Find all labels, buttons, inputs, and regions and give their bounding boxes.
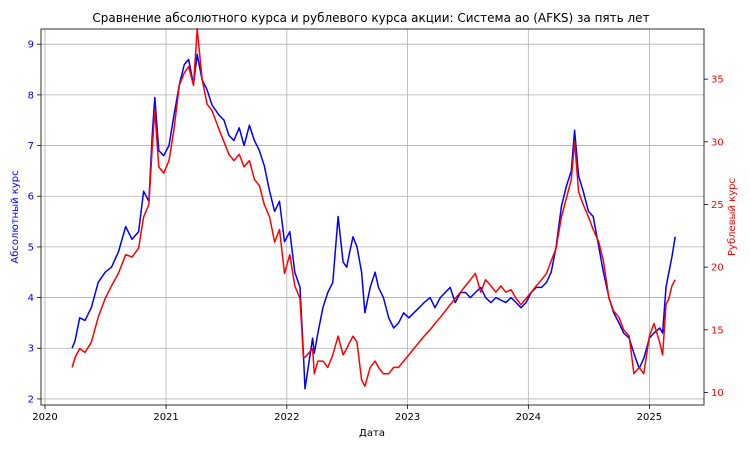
- x-tick-label: 2021: [153, 412, 178, 423]
- y-left-tick-label: 2: [28, 394, 34, 405]
- chart-title: Сравнение абсолютного курса и рублевого …: [92, 11, 649, 25]
- x-axis-label: Дата: [359, 428, 385, 439]
- y-right-tick-label: 20: [711, 263, 724, 274]
- y-left-tick-label: 6: [28, 192, 34, 203]
- ruble-price-line: [71, 28, 676, 387]
- y-left-tick-label: 7: [28, 141, 34, 152]
- y-right-tick-label: 35: [711, 75, 724, 86]
- y-right-tick-label: 25: [711, 200, 724, 211]
- y-left-tick-label: 8: [28, 90, 34, 101]
- x-tick-label: 2020: [32, 412, 57, 423]
- y-right-tick-label: 30: [711, 137, 724, 148]
- plot-frame: [40, 28, 705, 406]
- y-axis-right-label: Рублевый курс: [727, 178, 738, 256]
- y-left-tick-label: 5: [28, 242, 34, 253]
- y-left-tick-label: 9: [28, 40, 34, 51]
- x-tick-label: 2025: [637, 412, 662, 423]
- x-tick-label: 2023: [395, 412, 420, 423]
- y-axis-left-label: Абсолютный курс: [10, 170, 21, 263]
- axes: 2020 2021 2022 2023 2024 20252345678910152025…: [28, 40, 724, 423]
- y-left-tick-label: 3: [28, 344, 34, 355]
- series-layer: [71, 28, 676, 390]
- absolute-price-line: [71, 53, 676, 390]
- y-right-tick-label: 10: [711, 388, 724, 399]
- y-left-tick-label: 4: [28, 293, 34, 304]
- x-tick-label: 2024: [516, 412, 541, 423]
- x-tick-label: 2022: [274, 412, 299, 423]
- y-right-tick-label: 15: [711, 325, 724, 336]
